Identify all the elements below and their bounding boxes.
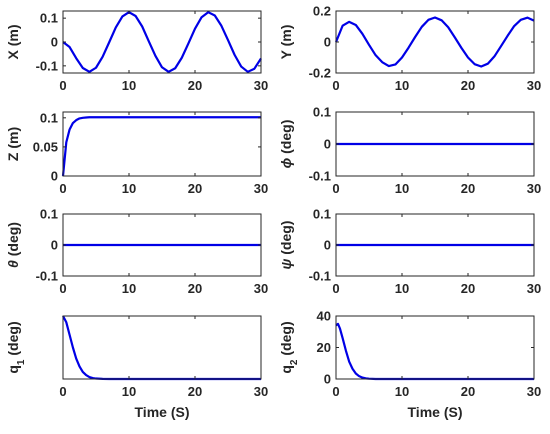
y-tick-label: -0.1 [309,269,331,284]
subplot-7: 0 10 20 30 q1 (deg) Time (S) [5,315,268,420]
subplot-5: 0 10 20 30-0.100.1θ (deg) [5,207,268,297]
subplot-8: 0 10 20 30 0 20 40 q2 (deg) Time (S) [278,309,541,421]
x-tick-label: 30 [527,281,541,296]
x-tick-label: 10 [395,78,409,93]
axes-frame [62,315,262,380]
y-axis-label: q2 (deg) [278,321,300,373]
y-axis-label-part: (deg) [5,321,21,359]
y-tick-label: 0.1 [40,110,58,125]
x-tick-label: 20 [188,281,202,296]
series-line [62,315,261,381]
y-axis-label-part: 1 [16,359,27,365]
y-axis-label-part: X (m) [5,25,21,60]
y-axis-label-part: θ [5,260,21,268]
x-tick-label: 10 [122,181,136,196]
x-tick-label: 10 [395,181,409,196]
x-axis-label: Time (S) [408,404,463,420]
y-axis-label-part: q [5,365,21,374]
x-tick-label: 0 [332,78,339,93]
y-tick-label: -0.1 [36,269,58,284]
series-line [61,116,261,177]
x-tick-label: 10 [395,281,409,296]
x-tick-label: 20 [461,281,475,296]
y-axis-label-part: q [278,365,294,374]
series-line [334,16,535,68]
y-axis-label-part: Y (m) [278,25,294,60]
x-tick-label: 20 [188,181,202,196]
y-tick-label: 0.1 [313,105,331,120]
y-axis-label: Y (m) [278,25,294,60]
x-tick-label: 0 [332,384,339,399]
subplot-1: 0 10 20 30-0.100.1X (m) [5,10,268,93]
y-tick-label: 40 [317,309,331,324]
x-tick-label: 20 [461,78,475,93]
x-tick-label: 0 [59,384,66,399]
x-tick-label: 0 [59,281,66,296]
y-tick-label: 0.1 [40,11,58,26]
y-tick-label: 0.1 [40,207,58,222]
y-tick-label: 0 [324,238,331,253]
x-tick-label: 0 [332,181,339,196]
y-axis-label-part: 2 [289,359,300,365]
y-axis-label-part: (deg) [278,120,294,158]
x-tick-label: 30 [527,181,541,196]
x-tick-label: 30 [527,384,541,399]
y-tick-label: -0.2 [309,66,331,81]
subplot-6: 0 10 20 30-0.100.1ψ (deg) [278,207,541,297]
y-axis-label-part: (deg) [5,222,21,260]
y-axis-label: X (m) [5,25,21,60]
y-tick-label: 0 [324,35,331,50]
y-axis-label-part: ϕ [278,157,294,168]
x-tick-label: 0 [59,78,66,93]
x-tick-label: 20 [461,384,475,399]
x-tick-label: 30 [254,181,268,196]
subplot-4: 0 10 20 30-0.100.1ϕ (deg) [278,105,541,197]
y-tick-label: 0 [324,372,331,387]
y-tick-label: 20 [317,340,331,355]
y-tick-label: 0 [51,169,58,184]
y-axis-label: ψ (deg) [278,221,294,270]
axes-frame [335,315,535,380]
y-axis-label: q1 (deg) [5,321,27,373]
x-tick-label: 10 [395,384,409,399]
y-tick-label: 0.2 [313,4,331,19]
x-tick-label: 10 [122,384,136,399]
y-tick-label: -0.1 [309,169,331,184]
x-tick-label: 20 [188,78,202,93]
axes-frame [62,10,262,74]
y-tick-label: 0 [324,137,331,152]
y-axis-label: Z (m) [5,127,21,161]
x-tick-label: 30 [254,78,268,93]
x-tick-label: 20 [188,384,202,399]
x-tick-label: 30 [527,78,541,93]
y-tick-label: 0 [51,238,58,253]
subplot-2: 0 10 20 30-0.200.2Y (m) [278,4,541,94]
subplot-3: 0 10 20 30 0 0.05 0.1 Z (m) [5,110,268,196]
y-axis-label-part: Z (m) [5,127,21,161]
y-tick-label: -0.1 [36,58,58,73]
x-tick-label: 0 [59,181,66,196]
series-line [335,322,534,381]
axes-frame [62,111,262,177]
x-tick-label: 10 [122,78,136,93]
y-axis-label: ϕ (deg) [278,120,294,169]
x-axis-label: Time (S) [135,404,190,420]
y-tick-label: 0.05 [33,139,58,154]
series-line [62,11,262,73]
y-axis-label-part: (deg) [278,321,294,359]
x-tick-label: 30 [254,384,268,399]
y-axis-label-part: ψ [278,258,294,269]
y-tick-label: 0.1 [313,207,331,222]
x-tick-label: 0 [332,281,339,296]
y-tick-label: 0 [51,35,58,50]
x-tick-label: 10 [122,281,136,296]
x-tick-label: 30 [254,281,268,296]
y-axis-label: θ (deg) [5,222,21,268]
x-tick-label: 20 [461,181,475,196]
y-axis-label-part: (deg) [278,221,294,259]
